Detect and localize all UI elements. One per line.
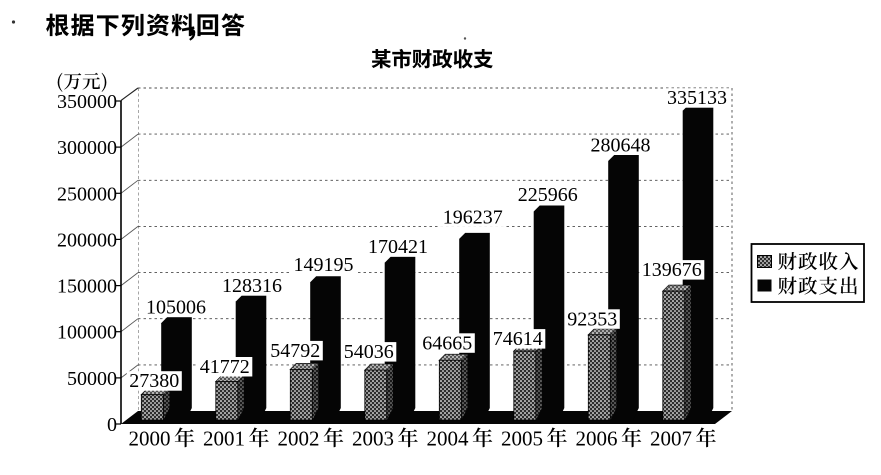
- svg-text:128316: 128316: [222, 275, 282, 297]
- svg-text:250000: 250000: [57, 183, 117, 205]
- svg-text:150000: 150000: [57, 276, 117, 298]
- svg-text:2004: 2004: [427, 427, 470, 451]
- svg-text:200000: 200000: [57, 229, 117, 251]
- svg-text:27380: 27380: [129, 370, 179, 392]
- svg-text:196237: 196237: [443, 206, 503, 228]
- svg-text:50000: 50000: [67, 368, 117, 390]
- svg-text:335133: 335133: [667, 87, 727, 109]
- svg-text:300000: 300000: [57, 137, 117, 159]
- svg-text:54792: 54792: [270, 340, 320, 362]
- svg-text:105006: 105006: [146, 297, 206, 319]
- svg-text:2005: 2005: [501, 427, 543, 451]
- svg-text:170421: 170421: [368, 236, 428, 258]
- svg-text:100000: 100000: [57, 322, 117, 344]
- svg-text:74614: 74614: [493, 328, 543, 350]
- svg-text:2003: 2003: [352, 427, 394, 451]
- svg-text:54036: 54036: [344, 341, 394, 363]
- svg-text:2002: 2002: [278, 427, 320, 451]
- svg-text:2007: 2007: [650, 427, 692, 451]
- svg-text:2001: 2001: [203, 427, 245, 451]
- svg-text:280648: 280648: [591, 135, 651, 157]
- svg-text:92353: 92353: [567, 308, 617, 330]
- svg-text:41772: 41772: [200, 356, 250, 378]
- svg-text:0: 0: [107, 414, 117, 436]
- svg-text:350000: 350000: [57, 91, 117, 113]
- svg-text:2000: 2000: [129, 427, 171, 451]
- svg-text:2006: 2006: [576, 427, 618, 451]
- svg-text:139676: 139676: [642, 259, 702, 281]
- svg-text:149195: 149195: [294, 254, 354, 276]
- svg-text:225966: 225966: [518, 184, 578, 206]
- svg-text:64665: 64665: [422, 332, 472, 354]
